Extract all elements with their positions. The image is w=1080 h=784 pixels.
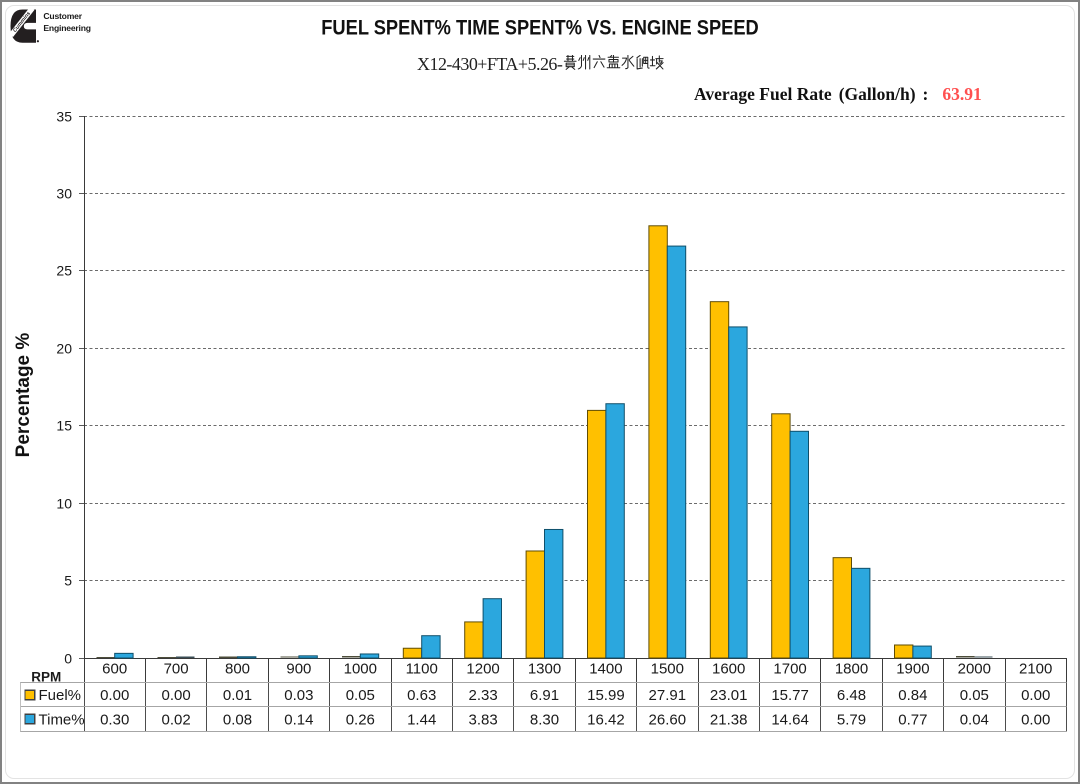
svg-text:0: 0 [64, 651, 72, 667]
svg-text:0.30: 0.30 [100, 712, 129, 729]
svg-text:0.08: 0.08 [223, 712, 252, 729]
svg-text:1000: 1000 [344, 661, 377, 678]
svg-text:Engineering: Engineering [43, 23, 90, 33]
svg-text:0.63: 0.63 [407, 687, 436, 704]
svg-text:0.00: 0.00 [100, 687, 129, 704]
svg-text:35: 35 [56, 109, 72, 125]
svg-text:25: 25 [56, 263, 72, 279]
svg-text:600: 600 [102, 661, 127, 678]
svg-text:2.33: 2.33 [468, 687, 497, 704]
svg-text:0.77: 0.77 [898, 712, 927, 729]
svg-text:14.64: 14.64 [771, 712, 809, 729]
svg-text:20: 20 [56, 341, 72, 357]
svg-text:1500: 1500 [651, 661, 684, 678]
svg-text:1100: 1100 [406, 661, 438, 678]
svg-text:0.00: 0.00 [161, 687, 190, 704]
svg-text:1700: 1700 [773, 661, 806, 678]
svg-text:1900: 1900 [896, 661, 929, 678]
svg-text:15.77: 15.77 [771, 687, 809, 704]
svg-text:6.48: 6.48 [837, 687, 866, 704]
svg-text:700: 700 [164, 661, 189, 678]
svg-text:1.44: 1.44 [407, 712, 436, 729]
svg-text:0.01: 0.01 [223, 687, 252, 704]
svg-text:1600: 1600 [712, 661, 745, 678]
svg-text:0.84: 0.84 [898, 687, 927, 704]
svg-text:Fuel%: Fuel% [39, 687, 82, 704]
svg-text:15.99: 15.99 [587, 687, 625, 704]
svg-text:Percentage %: Percentage % [13, 333, 34, 458]
svg-text:1200: 1200 [466, 661, 499, 678]
svg-text:1400: 1400 [589, 661, 622, 678]
svg-text:10: 10 [56, 496, 72, 512]
svg-text:30: 30 [56, 186, 72, 202]
svg-text:Customer: Customer [43, 11, 82, 21]
svg-text:0.05: 0.05 [346, 687, 375, 704]
svg-text:0.00: 0.00 [1021, 687, 1050, 704]
svg-text:6.91: 6.91 [530, 687, 559, 704]
svg-text:2000: 2000 [958, 661, 991, 678]
svg-text:16.42: 16.42 [587, 712, 625, 729]
svg-text:800: 800 [225, 661, 250, 678]
svg-text:15: 15 [56, 418, 72, 434]
svg-text:1800: 1800 [835, 661, 868, 678]
svg-text:0.03: 0.03 [284, 687, 313, 704]
svg-text:26.60: 26.60 [649, 712, 687, 729]
svg-text:RPM: RPM [31, 670, 61, 685]
svg-text:Time%: Time% [39, 712, 85, 729]
svg-text:5: 5 [64, 573, 72, 589]
svg-text:23.01: 23.01 [710, 687, 748, 704]
svg-text:0.05: 0.05 [960, 687, 989, 704]
svg-text:0.02: 0.02 [161, 712, 190, 729]
svg-text:1300: 1300 [528, 661, 561, 678]
svg-text:8.30: 8.30 [530, 712, 559, 729]
svg-text:0.00: 0.00 [1021, 712, 1050, 729]
svg-text:0.26: 0.26 [346, 712, 375, 729]
svg-text:900: 900 [286, 661, 311, 678]
svg-text:3.83: 3.83 [468, 712, 497, 729]
svg-text:0.04: 0.04 [960, 712, 989, 729]
svg-text:5.79: 5.79 [837, 712, 866, 729]
svg-text:0.14: 0.14 [284, 712, 313, 729]
svg-text:2100: 2100 [1019, 661, 1052, 678]
svg-text:27.91: 27.91 [649, 687, 687, 704]
svg-text:21.38: 21.38 [710, 712, 748, 729]
